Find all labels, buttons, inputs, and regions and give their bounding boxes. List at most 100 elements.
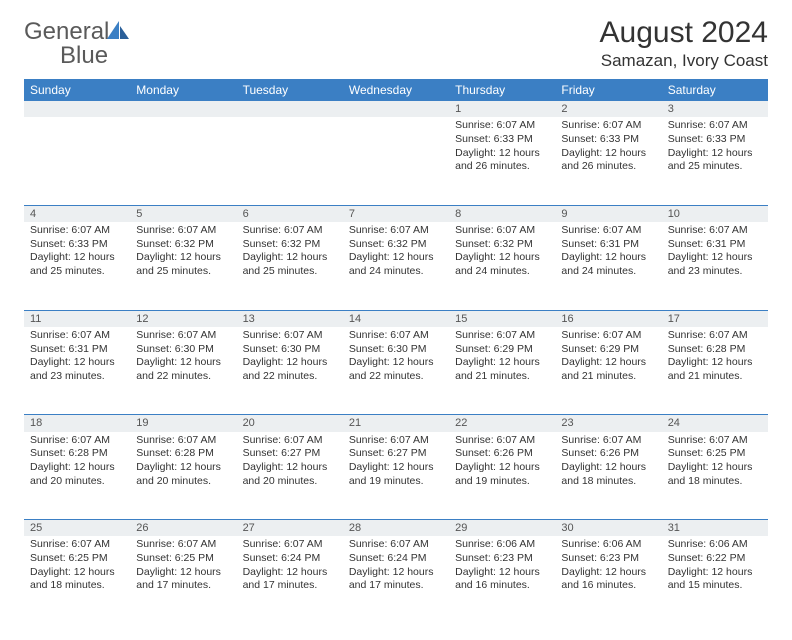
day-detail-line: Sunset: 6:29 PM: [561, 343, 655, 357]
day-body-cell: Sunrise: 6:07 AMSunset: 6:32 PMDaylight:…: [343, 222, 449, 310]
day-detail-line: Sunset: 6:28 PM: [136, 447, 230, 461]
day-detail-line: Daylight: 12 hours: [561, 566, 655, 580]
day-detail-line: Daylight: 12 hours: [349, 566, 443, 580]
day-detail-line: Sunrise: 6:07 AM: [561, 119, 655, 133]
day-details: Sunrise: 6:07 AMSunset: 6:26 PMDaylight:…: [555, 432, 661, 493]
day-detail-line: Sunrise: 6:07 AM: [668, 329, 762, 343]
weekday-header: Wednesday: [343, 79, 449, 101]
day-number-cell: 17: [662, 310, 768, 327]
day-detail-line: Sunrise: 6:07 AM: [136, 538, 230, 552]
day-body-cell: Sunrise: 6:07 AMSunset: 6:27 PMDaylight:…: [343, 432, 449, 520]
day-details: Sunrise: 6:07 AMSunset: 6:27 PMDaylight:…: [343, 432, 449, 493]
day-body-row: Sunrise: 6:07 AMSunset: 6:31 PMDaylight:…: [24, 327, 768, 415]
day-number-cell: 8: [449, 205, 555, 222]
day-body-cell: Sunrise: 6:07 AMSunset: 6:25 PMDaylight:…: [130, 536, 236, 624]
day-body-cell: Sunrise: 6:07 AMSunset: 6:28 PMDaylight:…: [130, 432, 236, 520]
day-detail-line: Sunset: 6:27 PM: [349, 447, 443, 461]
day-number-cell: 2: [555, 101, 661, 117]
calendar-body: 123 Sunrise: 6:07 AM Sunset: 6:33 PM Daylig…: [24, 101, 768, 624]
day-detail-line: Daylight: 12 hours: [668, 461, 762, 475]
day-details: Sunrise: 6:07 AMSunset: 6:28 PMDaylight:…: [130, 432, 236, 493]
day-number-cell: 23: [555, 415, 661, 432]
day-details: Sunrise: 6:07 AMSunset: 6:28 PMDaylight:…: [662, 327, 768, 388]
day-detail-line: Sunrise: 6:07 AM: [136, 434, 230, 448]
day-details: Sunrise: 6:07 AMSunset: 6:33 PMDaylight:…: [555, 117, 661, 178]
day-detail-line: Sunset: 6:32 PM: [136, 238, 230, 252]
day-detail-line: and 25 minutes.: [668, 160, 762, 174]
day-detail-line: and 18 minutes.: [30, 579, 124, 593]
day-detail-line: Sunrise: 6:07 AM: [668, 224, 762, 238]
day-details: Sunrise: 6:07 AMSunset: 6:29 PMDaylight:…: [555, 327, 661, 388]
day-detail-line: and 21 minutes.: [561, 370, 655, 384]
day-detail-line: Daylight: 12 hours: [668, 251, 762, 265]
day-detail-line: Sunset: 6:24 PM: [349, 552, 443, 566]
day-detail-line: Sunrise: 6:07 AM: [30, 329, 124, 343]
day-detail-line: Sunset: 6:32 PM: [349, 238, 443, 252]
day-detail-line: and 22 minutes.: [349, 370, 443, 384]
day-detail-line: and 15 minutes.: [668, 579, 762, 593]
day-detail-line: Daylight: 12 hours: [349, 356, 443, 370]
day-number-cell: 25: [24, 520, 130, 537]
day-body-row: Sunrise: 6:07 AM Sunset: 6:33 PM Daylight:…: [24, 117, 768, 205]
day-body-cell: Sunrise: 6:07 AMSunset: 6:33 PMDaylight:…: [662, 117, 768, 205]
day-detail-line: Sunset: 6:32 PM: [455, 238, 549, 252]
day-detail-line: Daylight: 12 hours: [349, 251, 443, 265]
day-detail-line: and 25 minutes.: [136, 265, 230, 279]
day-body-cell: Sunrise: 6:07 AMSunset: 6:33 PMDaylight:…: [449, 117, 555, 205]
day-detail-line: Daylight: 12 hours: [243, 566, 337, 580]
day-body-cell: Sunrise: 6:06 AMSunset: 6:23 PMDaylight:…: [555, 536, 661, 624]
day-detail-line: and 19 minutes.: [455, 475, 549, 489]
day-body-row: Sunrise: 6:07 AMSunset: 6:28 PMDaylight:…: [24, 432, 768, 520]
logo-text: General Blue: [24, 20, 129, 68]
day-number-cell: 31: [662, 520, 768, 537]
day-details: Sunrise: 6:07 AMSunset: 6:25 PMDaylight:…: [130, 536, 236, 597]
day-details: Sunrise: 6:07 AMSunset: 6:24 PMDaylight:…: [237, 536, 343, 597]
day-details: Sunrise: 6:07 AMSunset: 6:32 PMDaylight:…: [237, 222, 343, 283]
day-body-cell: Sunrise: 6:07 AMSunset: 6:30 PMDaylight:…: [237, 327, 343, 415]
day-number-cell: [343, 101, 449, 117]
day-detail-line: Sunrise: 6:07 AM: [561, 434, 655, 448]
day-detail-line: Sunset: 6:30 PM: [136, 343, 230, 357]
day-detail-line: Sunrise: 6:07 AM: [561, 224, 655, 238]
day-details: Sunrise: 6:07 AMSunset: 6:27 PMDaylight:…: [237, 432, 343, 493]
day-detail-line: Daylight: 12 hours: [668, 566, 762, 580]
day-details: Sunrise: 6:06 AMSunset: 6:23 PMDaylight:…: [555, 536, 661, 597]
day-detail-line: Sunset: 6:31 PM: [30, 343, 124, 357]
day-detail-line: and 24 minutes.: [349, 265, 443, 279]
day-detail-line: and 20 minutes.: [243, 475, 337, 489]
day-detail-line: Sunrise: 6:07 AM: [243, 434, 337, 448]
day-number-row: 123: [24, 101, 768, 117]
day-detail-line: and 17 minutes.: [243, 579, 337, 593]
day-number-row: 45678910: [24, 205, 768, 222]
day-detail-line: Sunrise: 6:06 AM: [455, 538, 549, 552]
day-details: Sunrise: 6:07 AMSunset: 6:31 PMDaylight:…: [662, 222, 768, 283]
day-number-cell: 27: [237, 520, 343, 537]
day-detail-line: Sunset: 6:26 PM: [455, 447, 549, 461]
day-detail-line: Sunrise: 6:06 AM: [668, 538, 762, 552]
day-detail-line: Sunrise: 6:07 AM: [349, 538, 443, 552]
location: Samazan, Ivory Coast: [600, 51, 768, 71]
day-detail-line: Sunrise: 6:07 AM: [136, 224, 230, 238]
day-detail-line: Sunrise: 6:07 AM: [668, 434, 762, 448]
day-detail-line: and 17 minutes.: [136, 579, 230, 593]
day-detail-line: Sunset: 6:33 PM: [455, 133, 549, 147]
day-number-cell: 14: [343, 310, 449, 327]
day-number-row: 25262728293031: [24, 520, 768, 537]
day-body-cell: Sunrise: 6:07 AMSunset: 6:26 PMDaylight:…: [555, 432, 661, 520]
day-detail-line: Sunrise: 6:07 AM: [455, 329, 549, 343]
day-details: Sunrise: 6:07 AMSunset: 6:31 PMDaylight:…: [555, 222, 661, 283]
day-details: Sunrise: 6:07 AMSunset: 6:32 PMDaylight:…: [130, 222, 236, 283]
day-details: Sunrise: 6:07 AMSunset: 6:25 PMDaylight:…: [662, 432, 768, 493]
day-details: Sunrise: 6:07 AMSunset: 6:31 PMDaylight:…: [24, 327, 130, 388]
day-number-cell: 16: [555, 310, 661, 327]
day-detail-line: Sunset: 6:25 PM: [30, 552, 124, 566]
day-body-cell: Sunrise: 6:07 AMSunset: 6:28 PMDaylight:…: [24, 432, 130, 520]
day-number-cell: [130, 101, 236, 117]
month-title: August 2024: [600, 16, 768, 49]
day-detail-line: Sunrise: 6:07 AM: [668, 119, 762, 133]
day-number-cell: 10: [662, 205, 768, 222]
day-detail-line: Daylight: 12 hours: [455, 461, 549, 475]
day-detail-line: Daylight: 12 hours: [561, 147, 655, 161]
day-number-cell: 9: [555, 205, 661, 222]
day-detail-line: Sunset: 6:30 PM: [349, 343, 443, 357]
